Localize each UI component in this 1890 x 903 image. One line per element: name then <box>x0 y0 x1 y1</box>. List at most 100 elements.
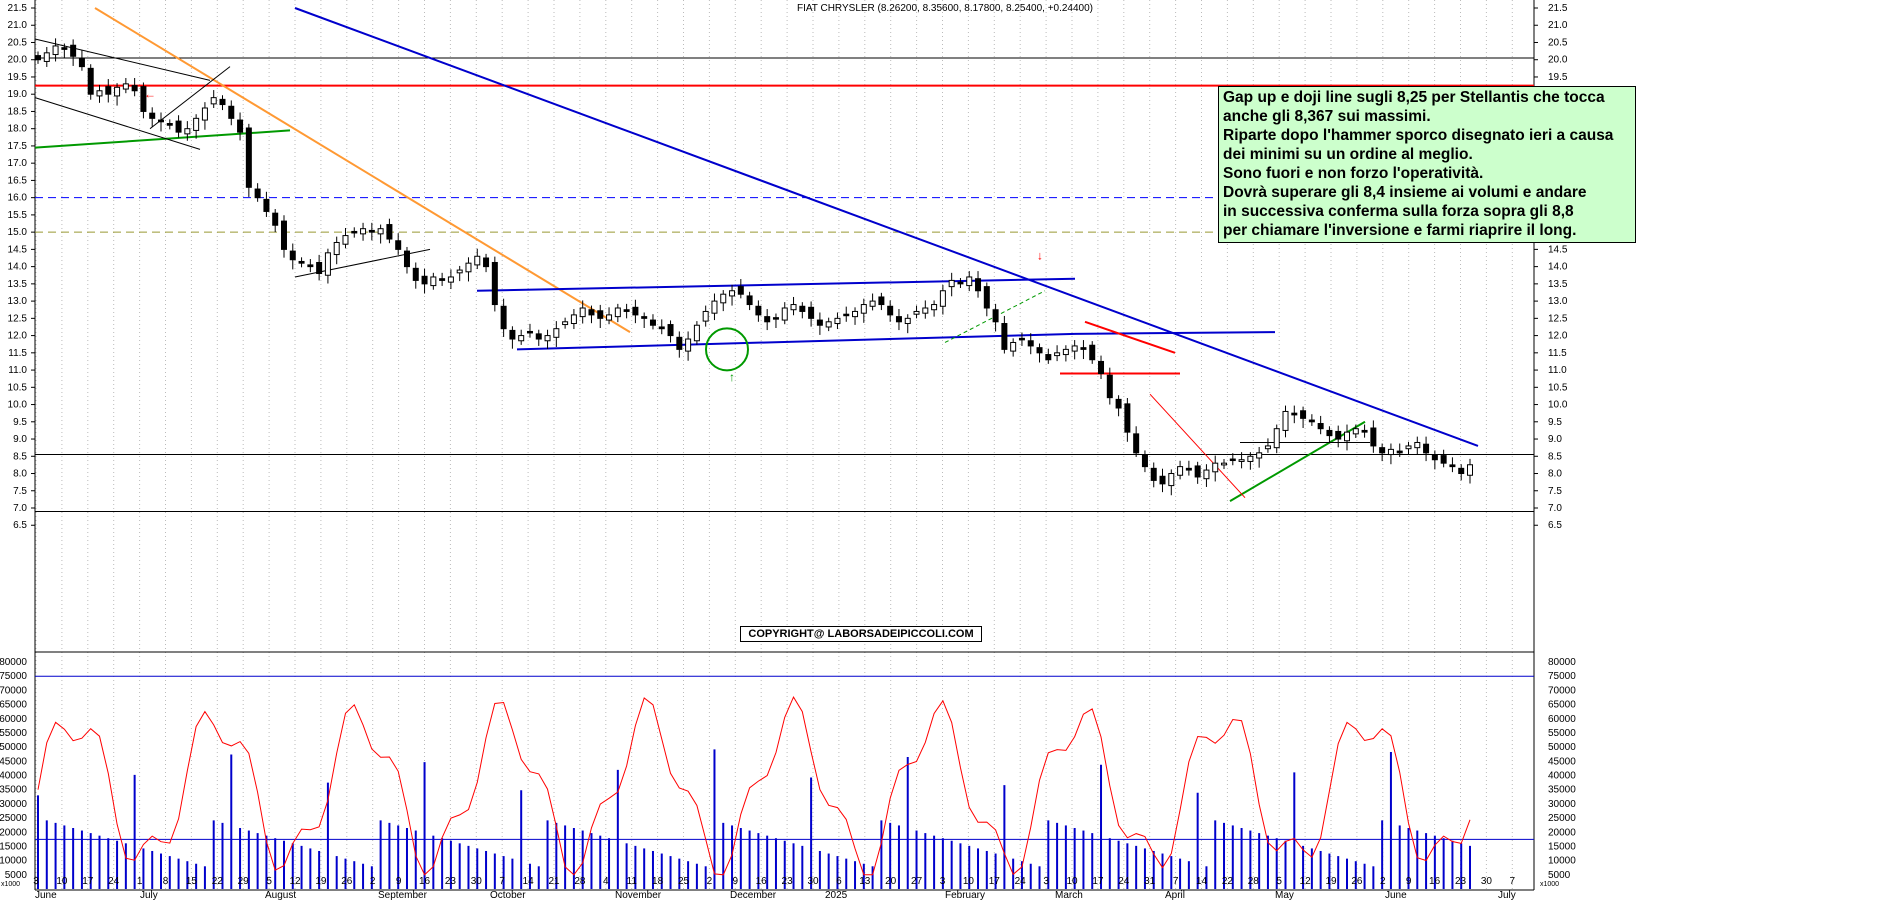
day-tick-label: 3 <box>1043 876 1049 887</box>
day-tick-label: 23 <box>782 876 794 887</box>
day-tick-label: 25 <box>678 876 690 887</box>
price-tick-label-right: 20.5 <box>1548 37 1568 48</box>
day-tick-label: 1 <box>137 876 143 887</box>
price-tick-label-left: 15.0 <box>8 227 28 238</box>
candle-body <box>114 86 121 97</box>
candle-body <box>43 52 50 62</box>
candle-body <box>606 314 613 321</box>
day-tick-label: 5 <box>1276 876 1282 887</box>
month-label: September <box>378 890 428 901</box>
candle-body <box>245 127 252 188</box>
candle-body <box>1431 454 1438 461</box>
oscillator-tick-label-right: 80000 <box>1548 657 1576 668</box>
candle-body <box>720 293 727 304</box>
price-tick-label-right: 13.5 <box>1548 279 1568 290</box>
oscillator-tick-label-left: 15000 <box>0 841 27 852</box>
candles <box>35 38 1473 496</box>
oscillator-tick-label-right: 70000 <box>1548 685 1576 696</box>
price-tick-label-left: 19.0 <box>8 89 28 100</box>
day-tick-label: 30 <box>807 876 819 887</box>
price-tick-label-left: 17.5 <box>8 141 28 152</box>
price-tick-label-right: 10.5 <box>1548 382 1568 393</box>
day-tick-label: 9 <box>396 876 402 887</box>
price-tick-label-right: 7.0 <box>1548 503 1562 514</box>
price-tick-label-left: 7.5 <box>13 486 27 497</box>
candle-body <box>614 307 621 318</box>
date-axis: 3 10 17 24 1 8 15 22 29 5 12 19 26 2 9 16 23 30 7 14 21 28 4 11… <box>33 876 1516 901</box>
price-tick-label-left: 21.5 <box>8 3 28 14</box>
candle-body <box>702 310 709 322</box>
day-tick-label: 12 <box>1300 876 1312 887</box>
left-arrow-icon: ← <box>144 87 156 101</box>
candle-body <box>1018 337 1025 341</box>
candle-body <box>465 262 472 273</box>
day-tick-label: 20 <box>885 876 897 887</box>
triangle-upper <box>34 38 211 81</box>
candle-body <box>597 310 604 319</box>
annotation-line: Riparte dopo l'hammer sporco disegnato i… <box>1223 127 1614 144</box>
candle-body <box>421 275 428 285</box>
annotation-line: dei minimi su un ordine al meglio. <box>1223 146 1473 163</box>
candle-body <box>228 105 235 119</box>
oscillator-tick-label-right: 15000 <box>1548 841 1576 852</box>
day-tick-label: 24 <box>108 876 120 887</box>
oscillator-tick-label-right: 50000 <box>1548 742 1576 753</box>
candle-body <box>1423 443 1430 454</box>
day-tick-label: 7 <box>1510 876 1516 887</box>
candle-body <box>526 330 533 334</box>
resistance-red <box>1084 320 1176 354</box>
day-tick-label: 15 <box>186 876 198 887</box>
up-arrow-icon: ↑ <box>729 370 735 384</box>
oscillator-tick-label-right: 40000 <box>1548 771 1576 782</box>
trendlines: ↑ ↓ ← <box>34 7 1479 502</box>
candle-body <box>1396 450 1403 454</box>
annotation-line: per chiamare l'inversione e farmi riapri… <box>1223 222 1577 239</box>
candle-body <box>1467 464 1473 476</box>
candle-body <box>922 307 929 314</box>
price-tick-label-left: 21.0 <box>8 20 28 31</box>
day-tick-label: 19 <box>1325 876 1337 887</box>
oscillator-tick-label-right: 5000 <box>1548 870 1571 881</box>
down-arrow-icon: ↓ <box>1037 249 1043 263</box>
day-tick-label: 14 <box>523 876 535 887</box>
candle-body <box>509 329 516 340</box>
candle-body <box>535 333 542 340</box>
candle-body <box>1361 429 1368 433</box>
price-tick-label-right: 12.0 <box>1548 331 1568 342</box>
candle-body <box>579 307 586 318</box>
day-tick-label: 30 <box>1481 876 1493 887</box>
price-tick-label-left: 16.5 <box>8 175 28 186</box>
candle-body <box>676 336 683 350</box>
candle-body <box>834 317 841 325</box>
candle-body <box>78 57 85 68</box>
month-label: May <box>1275 890 1294 901</box>
price-tick-label-left: 7.0 <box>13 503 27 514</box>
candle-body <box>737 286 744 295</box>
day-tick-label: 22 <box>212 876 224 887</box>
candle-body <box>790 304 797 311</box>
candle-body <box>1115 398 1122 409</box>
candle-body <box>1194 465 1201 478</box>
price-tick-label-left: 16.0 <box>8 193 28 204</box>
day-tick-label: 26 <box>1351 876 1363 887</box>
day-tick-label: 4 <box>603 876 609 887</box>
price-tick-label-right: 9.0 <box>1548 434 1562 445</box>
trendline-red-thin <box>1149 393 1246 498</box>
candle-body <box>474 255 481 266</box>
candle-body <box>1098 360 1105 375</box>
price-tick-label-right: 6.5 <box>1548 520 1562 531</box>
price-tick-label-left: 8.5 <box>13 451 27 462</box>
oscillator-tick-label-left: 60000 <box>0 714 27 725</box>
candle-body <box>939 290 946 307</box>
oscillator-scale-label: x1000 <box>1 881 20 888</box>
candle-body <box>1458 467 1465 475</box>
price-tick-label-left: 20.5 <box>8 37 28 48</box>
candle-body <box>1054 352 1061 357</box>
candle-body <box>1264 445 1271 450</box>
day-tick-label: 2 <box>370 876 376 887</box>
price-tick-label-right: 21.5 <box>1548 3 1568 14</box>
day-tick-label: 9 <box>1406 876 1412 887</box>
oscillator-tick-label-left: 80000 <box>0 657 27 668</box>
candle-body <box>860 304 867 314</box>
